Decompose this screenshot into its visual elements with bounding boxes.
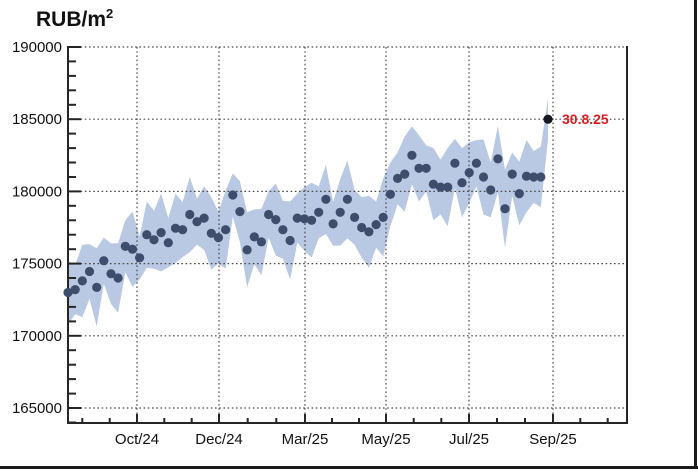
data-point [77,276,87,286]
data-point [471,158,481,168]
data-point [256,237,266,247]
y-axis-label: 190000 [12,39,62,56]
data-point [299,214,309,224]
data-point [314,207,324,217]
data-point [507,169,517,179]
data-point [328,219,338,229]
data-point [106,269,116,279]
data-point [357,222,367,233]
data-point [321,194,331,204]
y-axis-label: 185000 [12,111,62,128]
data-point [486,185,496,195]
data-point [443,182,453,192]
data-point [536,172,546,182]
data-point [271,215,281,225]
data-point [278,225,288,235]
data-point [142,230,152,240]
data-point [342,194,352,204]
data-point [178,225,188,235]
last-data-point [543,114,553,124]
x-axis-label: Mar/25 [282,431,329,448]
data-point [249,232,259,242]
data-point [149,235,159,245]
data-point [163,238,173,248]
data-point [500,204,510,214]
data-point [213,233,223,243]
data-point [400,169,410,179]
data-point [170,223,181,233]
data-point [371,220,381,230]
data-point [285,235,295,246]
data-point [307,215,317,225]
chart-title-superscript: 2 [106,6,114,21]
data-point [478,172,489,182]
data-point [457,178,467,188]
data-point [206,228,216,238]
x-axis-label: Sep/25 [529,431,577,448]
data-point [521,171,532,181]
data-point [514,189,524,199]
data-point [228,190,238,200]
data-point [92,282,102,292]
data-point [421,163,431,173]
data-point [156,228,166,238]
x-axis-label: May/25 [361,431,410,448]
data-point [335,207,345,217]
data-point [364,227,374,237]
window-border-bottom [0,466,698,469]
data-point [127,244,138,254]
data-point [493,154,503,164]
annotation-last-date: 30.8.25 [562,111,609,127]
x-axis-label: Dec/24 [195,431,243,448]
y-axis-label: 165000 [12,400,62,417]
y-axis-label: 180000 [12,183,62,200]
data-point [113,273,123,283]
data-point [264,209,274,220]
data-point [221,225,231,235]
data-point [63,287,73,298]
data-point [350,212,360,222]
data-point [199,213,209,223]
chart-title: RUB/m2 [36,6,113,32]
window-border-right [694,0,697,468]
data-point [435,182,446,192]
data-point [292,213,302,223]
data-point [185,209,195,220]
data-point [192,217,202,227]
data-point [135,253,145,263]
data-point [385,189,395,199]
data-point [99,256,109,266]
data-point [414,163,424,173]
data-point [84,266,95,277]
x-axis-label: Jul/25 [449,431,489,448]
data-point [428,179,438,189]
uncertainty-band [68,99,548,327]
data-point [378,212,388,222]
data-point [235,207,245,217]
data-point [464,168,474,178]
data-point [529,172,539,182]
y-axis-label: 175000 [12,256,62,273]
data-point [70,285,80,295]
data-point [393,173,403,183]
data-point [120,241,130,251]
data-point [450,158,460,168]
x-axis-label: Oct/24 [115,431,159,448]
data-point [242,245,252,255]
y-axis-label: 170000 [12,328,62,345]
data-point [407,150,417,160]
chart-title-text: RUB/m [36,8,107,31]
